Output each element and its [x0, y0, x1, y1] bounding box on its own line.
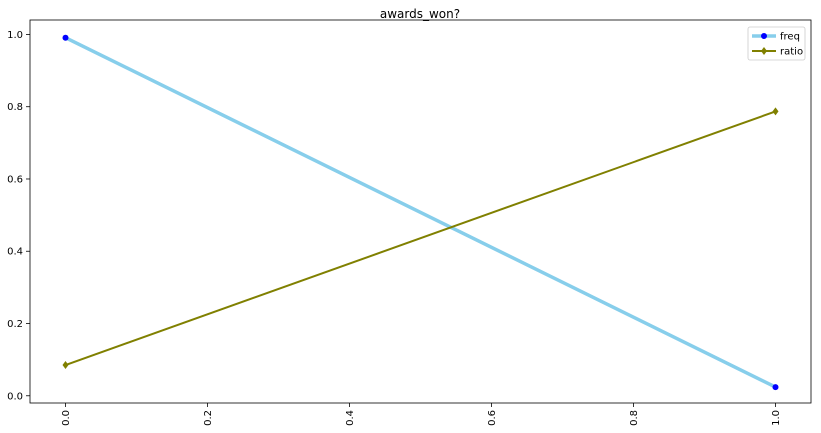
series-line-freq: [64, 36, 777, 389]
data-point-freq: [62, 34, 69, 41]
series-layer: [62, 34, 779, 391]
series-line-ratio: [65, 110, 776, 367]
x-axis: 0.0 0.2 0.4 0.6 0.8 1.0: [61, 403, 782, 426]
data-point-ratio: [772, 107, 779, 116]
y-tick-label: 1.0: [7, 30, 23, 41]
x-tick-label: 0.4: [345, 410, 356, 426]
data-point-ratio: [62, 361, 69, 370]
y-axis: 0.0 0.2 0.4 0.6 0.8 1.0: [7, 30, 30, 402]
legend-label: freq: [780, 32, 800, 43]
y-tick-label: 0.8: [7, 102, 23, 113]
chart-title: awards_won?: [380, 7, 460, 21]
legend-marker-ratio: [761, 47, 767, 55]
x-tick-label: 0.8: [629, 410, 640, 426]
y-tick-label: 0.2: [7, 319, 23, 330]
plot-area: [29, 19, 812, 404]
legend: freq ratio: [747, 26, 806, 61]
data-point-freq: [772, 384, 779, 391]
x-tick-label: 1.0: [771, 410, 782, 426]
x-tick-label: 0.2: [203, 410, 214, 426]
x-tick-label: 0.0: [61, 410, 72, 426]
y-tick-label: 0.0: [7, 391, 23, 402]
legend-marker-freq: [761, 33, 767, 39]
legend-label: ratio: [780, 47, 803, 58]
series-freq: [62, 34, 779, 391]
legend-item-ratio: ratio: [752, 47, 803, 58]
x-tick-label: 0.6: [487, 410, 498, 426]
y-tick-label: 0.6: [7, 174, 23, 185]
legend-item-freq: freq: [752, 32, 800, 43]
y-tick-label: 0.4: [7, 247, 23, 258]
series-ratio: [62, 107, 779, 370]
